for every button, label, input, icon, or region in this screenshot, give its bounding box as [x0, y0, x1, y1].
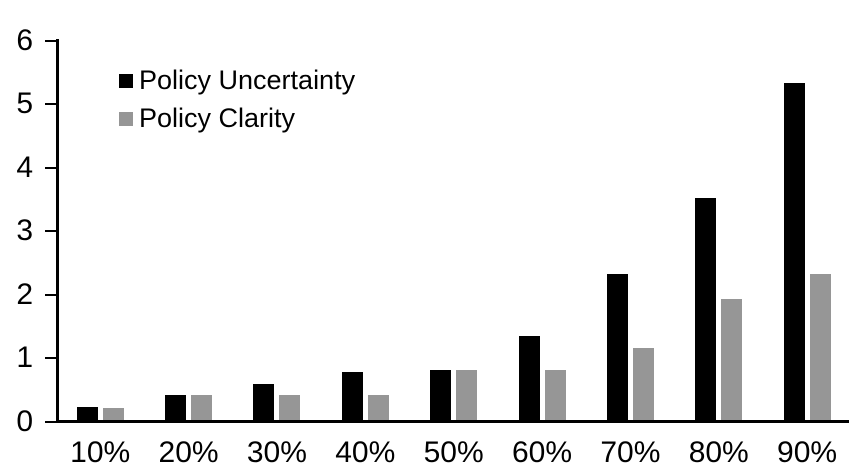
legend-swatch-policy-uncertainty	[119, 73, 133, 88]
bar-policy-uncertainty-70pct	[606, 274, 628, 420]
x-axis-label-70pct: 70%	[600, 436, 661, 469]
bar-policy-clarity-50pct	[456, 370, 478, 420]
y-axis-tick	[45, 420, 56, 423]
y-axis-line	[56, 39, 59, 423]
x-axis-line	[56, 420, 849, 423]
y-axis-tick	[45, 166, 56, 169]
y-axis-tick	[45, 230, 56, 232]
legend-label-policy-uncertainty: Policy Uncertainty	[139, 65, 356, 95]
bar-policy-clarity-90pct	[809, 274, 831, 420]
bar-policy-uncertainty-80pct	[695, 198, 717, 420]
y-axis-label-1: 1	[16, 341, 33, 374]
bar-policy-clarity-30pct	[279, 395, 301, 420]
legend-item-policy-uncertainty: Policy Uncertainty	[119, 67, 355, 94]
x-axis-label-40pct: 40%	[335, 436, 396, 469]
bar-policy-uncertainty-10pct	[76, 407, 98, 420]
legend-label-policy-clarity: Policy Clarity	[139, 103, 296, 133]
bar-policy-uncertainty-30pct	[253, 384, 275, 420]
bar-policy-clarity-60pct	[544, 370, 566, 420]
x-axis-label-90pct: 90%	[777, 436, 838, 469]
y-axis-tick	[45, 293, 56, 296]
y-axis-tick	[45, 39, 56, 42]
bar-policy-clarity-70pct	[632, 348, 654, 420]
bar-policy-uncertainty-50pct	[430, 370, 452, 420]
y-axis-label-4: 4	[16, 150, 33, 184]
y-axis-label-5: 5	[16, 87, 33, 120]
bar-policy-uncertainty-40pct	[341, 372, 363, 420]
bar-policy-clarity-80pct	[721, 299, 743, 420]
y-axis-label-2: 2	[16, 277, 33, 311]
x-axis-label-20pct: 20%	[158, 436, 219, 469]
legend: Policy Uncertainty Policy Clarity	[119, 67, 355, 143]
bar-policy-clarity-20pct	[191, 395, 213, 420]
x-axis-label-10pct: 10%	[70, 436, 131, 469]
x-axis-label-50pct: 50%	[423, 436, 484, 469]
legend-item-policy-clarity: Policy Clarity	[119, 105, 355, 132]
bar-policy-uncertainty-60pct	[518, 336, 540, 420]
bar-policy-clarity-40pct	[367, 395, 389, 420]
y-axis-label-0: 0	[16, 404, 33, 438]
x-axis-label-60pct: 60%	[511, 436, 573, 469]
y-axis-label-6: 6	[16, 23, 33, 57]
y-axis-tick	[45, 103, 56, 105]
y-axis-tick	[45, 357, 56, 359]
bar-policy-uncertainty-20pct	[165, 395, 187, 420]
bar-policy-uncertainty-90pct	[783, 83, 805, 420]
bar-policy-clarity-10pct	[102, 408, 124, 420]
x-axis-label-80pct: 80%	[688, 436, 749, 469]
legend-swatch-policy-clarity	[119, 111, 133, 126]
x-axis-label-30pct: 30%	[246, 436, 307, 469]
y-axis-label-3: 3	[16, 214, 33, 247]
